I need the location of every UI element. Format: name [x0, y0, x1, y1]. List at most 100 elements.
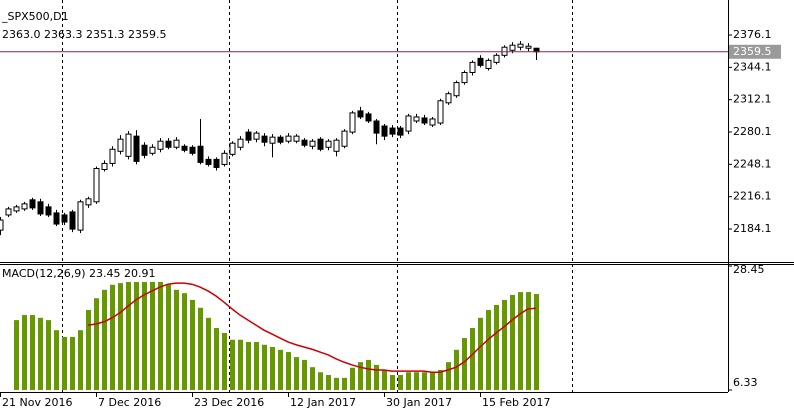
candle-body — [141, 144, 148, 156]
candle-body — [197, 145, 204, 163]
macd-bar — [350, 367, 355, 390]
candle-body — [5, 208, 12, 216]
candle-body — [261, 135, 268, 143]
candle-body — [253, 132, 260, 140]
macd-bar — [118, 283, 123, 390]
candle-body — [301, 139, 308, 146]
y-tick-label: 2344.1 — [733, 60, 772, 73]
macd-bar — [286, 352, 291, 390]
macd-bar — [318, 372, 323, 390]
candle-body — [205, 158, 212, 165]
macd-bar — [262, 344, 267, 390]
macd-bar — [430, 372, 435, 390]
macd-bar — [166, 284, 171, 390]
candle-body — [221, 152, 228, 165]
macd-bar — [366, 359, 371, 390]
candle-body — [181, 145, 188, 151]
x-tick-label: 15 Feb 2017 — [482, 396, 550, 409]
candle-body — [421, 117, 428, 124]
macd-bar — [326, 375, 331, 390]
candle-body — [509, 44, 516, 51]
macd-bar — [14, 320, 19, 390]
macd-bar — [294, 357, 299, 390]
candle-body — [157, 140, 164, 150]
candle-body — [77, 201, 84, 231]
candle-body — [309, 140, 316, 147]
y-tick-label: 2376.1 — [733, 28, 772, 41]
macd-bar — [470, 327, 475, 390]
macd-bar — [382, 369, 387, 390]
candle-body — [133, 135, 140, 162]
y-tick-label: 2184.1 — [733, 222, 772, 235]
candle-body — [69, 211, 76, 230]
macd-bar — [270, 347, 275, 390]
candle-body — [189, 146, 196, 154]
candle-body — [237, 138, 244, 148]
macd-bar — [190, 299, 195, 390]
macd-bar — [70, 336, 75, 390]
macd-bar — [334, 377, 339, 390]
macd-bar — [182, 293, 187, 390]
candle-body — [101, 162, 108, 170]
candle-body — [365, 113, 372, 122]
macd-bar — [22, 315, 27, 390]
macd-bar — [174, 289, 179, 390]
y-tick-label: 6.33 — [733, 376, 758, 389]
candle-body — [357, 110, 364, 118]
candle-body — [533, 47, 540, 53]
x-tick-label: 23 Dec 2016 — [194, 396, 264, 409]
macd-bar — [454, 349, 459, 390]
macd-bar — [30, 315, 35, 390]
macd-bar — [518, 292, 523, 390]
macd-bar — [246, 341, 251, 390]
macd-bar — [150, 281, 155, 390]
macd-bar — [374, 364, 379, 390]
y-tick-label: 2216.1 — [733, 190, 772, 203]
candle-body — [389, 127, 396, 135]
macd-bar — [390, 375, 395, 390]
macd-bar — [142, 281, 147, 390]
candle-body — [461, 71, 468, 84]
macd-bar — [534, 294, 539, 390]
macd-bar — [310, 367, 315, 390]
candle-body — [437, 100, 444, 124]
candle-body — [37, 201, 44, 215]
candle-body — [29, 199, 36, 209]
macd-bar — [414, 372, 419, 390]
candle-body — [477, 57, 484, 66]
macd-bar — [238, 339, 243, 390]
candle-body — [85, 198, 92, 206]
macd-bar — [422, 372, 427, 390]
candle-body — [405, 115, 412, 132]
y-tick-label: 2248.1 — [733, 157, 772, 170]
candle-body — [93, 167, 100, 203]
candle-body — [413, 116, 420, 122]
macd-bar — [134, 281, 139, 390]
candle-body — [325, 140, 332, 148]
candle-body — [381, 125, 388, 137]
plot-layer: 2376.1 2344.1 2312.1 2280.1 2248.1 2216.1 2184… — [0, 28, 781, 409]
macd-bar — [406, 372, 411, 390]
y-tick-label: 2280.1 — [733, 125, 772, 138]
macd-bar — [278, 349, 283, 390]
candle-body — [61, 214, 68, 223]
ohlc-readout: 2363.0 2363.3 2351.3 2359.5 — [2, 28, 166, 41]
macd-bar — [94, 298, 99, 390]
signal-line — [87, 282, 537, 373]
candle-body — [53, 212, 60, 225]
macd-bar — [86, 310, 91, 390]
macd-bar — [46, 320, 51, 390]
candle-body — [469, 61, 476, 73]
x-tick-label: 12 Jan 2017 — [290, 396, 356, 409]
candle-body — [21, 203, 28, 210]
candle-body — [229, 142, 236, 155]
macd-bar — [446, 362, 451, 390]
macd-bar — [342, 377, 347, 390]
candle-body — [109, 148, 116, 164]
candle-body — [13, 206, 20, 212]
macd-bar — [78, 330, 83, 390]
candle-body — [285, 135, 292, 142]
x-tick-label: 30 Jan 2017 — [386, 396, 452, 409]
macd-bar — [526, 292, 531, 390]
